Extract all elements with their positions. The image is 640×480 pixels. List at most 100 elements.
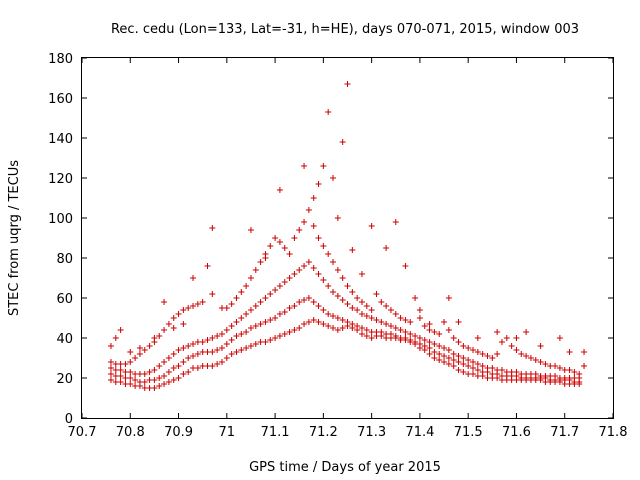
- data-point: [513, 347, 520, 353]
- data-point: [228, 323, 235, 329]
- data-point: [267, 243, 274, 249]
- data-point: [383, 245, 390, 251]
- data-point: [301, 297, 308, 303]
- data-point: [460, 355, 467, 361]
- data-point: [185, 343, 192, 349]
- data-point: [344, 283, 351, 289]
- data-point: [272, 287, 279, 293]
- y-tick-label: 0: [65, 412, 73, 427]
- data-point: [474, 335, 481, 341]
- data-point: [358, 271, 365, 277]
- data-point: [330, 289, 337, 295]
- data-point: [330, 259, 337, 265]
- data-point: [228, 351, 235, 357]
- data-point: [194, 365, 201, 371]
- data-point: [146, 343, 153, 349]
- y-tick-label: 20: [56, 372, 73, 387]
- data-point: [325, 323, 332, 329]
- data-point: [257, 321, 264, 327]
- data-point: [358, 325, 365, 331]
- data-point: [228, 337, 235, 343]
- data-point: [378, 299, 385, 305]
- data-point: [320, 277, 327, 283]
- data-point: [474, 367, 481, 373]
- data-point: [204, 263, 211, 269]
- data-point: [445, 295, 452, 301]
- y-tick-label: 140: [48, 132, 73, 147]
- data-point: [310, 195, 317, 201]
- data-point: [392, 219, 399, 225]
- data-point: [445, 327, 452, 333]
- data-point: [301, 163, 308, 169]
- data-point: [441, 345, 448, 351]
- data-point: [470, 359, 477, 365]
- data-point: [325, 311, 332, 317]
- data-point: [450, 335, 457, 341]
- data-point: [170, 325, 177, 331]
- data-point: [194, 351, 201, 357]
- data-point: [262, 295, 269, 301]
- data-point: [117, 373, 124, 379]
- data-point: [238, 347, 245, 353]
- data-point: [445, 347, 452, 353]
- data-point: [441, 359, 448, 365]
- data-point: [301, 263, 308, 269]
- y-tick-label: 60: [56, 292, 73, 307]
- data-point: [233, 295, 240, 301]
- data-point: [426, 345, 433, 351]
- data-point: [334, 267, 341, 273]
- data-point: [175, 375, 182, 381]
- data-point: [358, 331, 365, 337]
- data-point: [363, 327, 370, 333]
- data-point: [151, 385, 158, 391]
- data-point: [368, 307, 375, 313]
- data-point: [344, 319, 351, 325]
- data-point: [199, 299, 206, 305]
- data-point: [281, 279, 288, 285]
- axis-ticks: 70.7 70.8 70.9 71 71.1 71.2 71.3 71.4 71.5 71.6 71…: [48, 52, 627, 440]
- data-point: [349, 247, 356, 253]
- data-point: [180, 359, 187, 365]
- data-point: [532, 357, 539, 363]
- data-point: [387, 323, 394, 329]
- data-point: [320, 163, 327, 169]
- data-point: [460, 361, 467, 367]
- data-point: [532, 371, 539, 377]
- data-point: [151, 335, 158, 341]
- data-point: [407, 319, 414, 325]
- data-point: [455, 339, 462, 345]
- data-point: [214, 361, 221, 367]
- data-point: [194, 301, 201, 307]
- data-point: [117, 327, 124, 333]
- data-point: [161, 327, 168, 333]
- data-point: [286, 329, 293, 335]
- data-point: [436, 343, 443, 349]
- data-point: [441, 353, 448, 359]
- data-point: [426, 339, 433, 345]
- data-point: [373, 317, 380, 323]
- data-point: [571, 369, 578, 375]
- data-point: [170, 377, 177, 383]
- data-point: [267, 337, 274, 343]
- data-point: [460, 369, 467, 375]
- data-point: [513, 369, 520, 375]
- data-point: [190, 303, 197, 309]
- data-point: [450, 357, 457, 363]
- data-point: [218, 345, 225, 351]
- data-point: [170, 315, 177, 321]
- data-point: [296, 299, 303, 305]
- data-point: [320, 243, 327, 249]
- data-point: [315, 181, 322, 187]
- data-point: [175, 347, 182, 353]
- x-axis-label: GPS time / Days of year 2015: [249, 460, 441, 475]
- data-point: [416, 315, 423, 321]
- data-point: [305, 259, 312, 265]
- data-point: [127, 359, 134, 365]
- data-point: [455, 367, 462, 373]
- data-point: [107, 359, 114, 365]
- data-point: [436, 351, 443, 357]
- data-point: [358, 299, 365, 305]
- data-point: [209, 225, 216, 231]
- data-point: [238, 289, 245, 295]
- y-tick-label: 100: [48, 212, 73, 227]
